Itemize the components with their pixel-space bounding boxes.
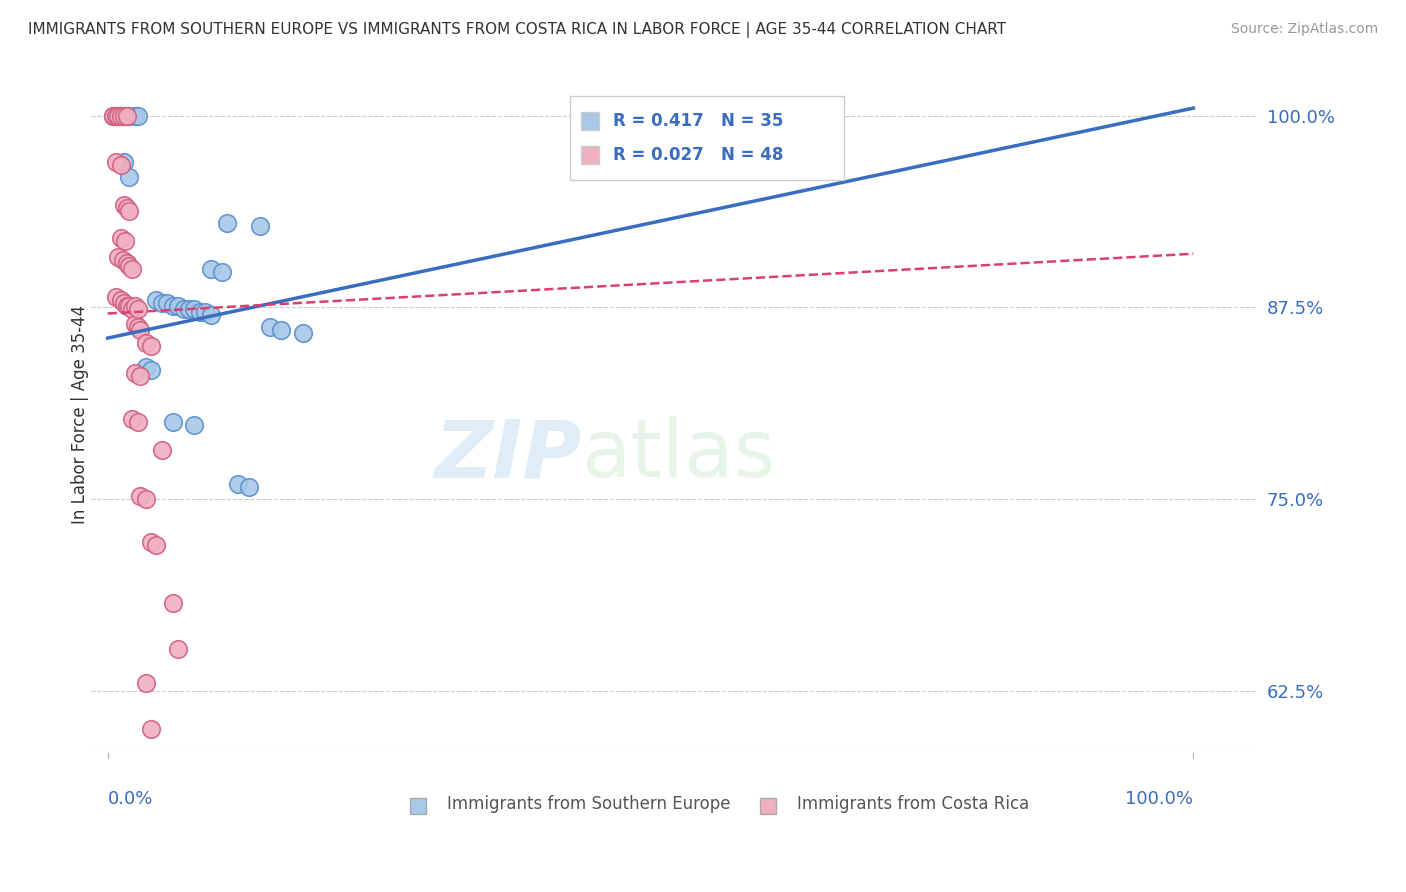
Point [124,299,146,313]
Point [127,416,149,430]
Point [139,363,162,377]
Point [145,538,167,552]
Point [249,219,271,234]
Point [200,262,222,277]
Point [112,109,135,123]
Point [118,259,141,273]
Point [115,299,138,313]
Point [112,295,135,310]
Point [238,480,260,494]
Point [121,262,143,277]
Point [124,318,146,332]
Point [115,201,138,215]
Text: R = 0.417   N = 35: R = 0.417 N = 35 [613,112,783,130]
Point [101,109,124,123]
Point [115,109,138,123]
Point [110,109,132,123]
Point [127,320,149,334]
Point [145,293,167,307]
Point [112,197,135,211]
Point [110,109,132,123]
Point [118,170,141,185]
Point [177,301,200,316]
Point [112,109,135,123]
Point [135,335,157,350]
Point [124,367,146,381]
Point [194,305,217,319]
Text: Source: ZipAtlas.com: Source: ZipAtlas.com [1230,22,1378,37]
Text: 0.0%: 0.0% [108,790,153,808]
Point [115,109,138,123]
Point [183,418,205,433]
Point [167,299,190,313]
Point [105,154,128,169]
Point [114,235,136,249]
Point [118,299,141,313]
FancyBboxPatch shape [569,95,844,180]
Point [270,323,292,337]
Point [162,596,184,610]
Point [173,301,195,316]
Point [135,360,157,375]
Text: ZIP: ZIP [434,417,582,494]
Point [110,293,132,307]
Point [139,339,162,353]
Point [135,491,157,506]
Point [105,109,128,123]
Point [188,305,211,319]
Text: IMMIGRANTS FROM SOUTHERN EUROPE VS IMMIGRANTS FROM COSTA RICA IN LABOR FORCE | A: IMMIGRANTS FROM SOUTHERN EUROPE VS IMMIG… [28,22,1007,38]
Text: 100.0%: 100.0% [1125,790,1194,808]
Y-axis label: In Labor Force | Age 35-44: In Labor Force | Age 35-44 [72,305,89,524]
Point [162,299,184,313]
Point [215,216,238,230]
Text: R = 0.027   N = 48: R = 0.027 N = 48 [613,146,783,164]
Point [107,109,129,123]
Point [129,323,152,337]
Point [127,109,149,123]
Point [111,252,134,267]
Point [226,476,249,491]
Point [162,416,184,430]
Point [129,489,152,503]
Point [292,326,315,341]
Point [139,535,162,549]
Text: Immigrants from Southern Europe: Immigrants from Southern Europe [447,795,731,813]
Point [118,109,141,123]
Point [107,250,129,264]
Point [139,722,162,736]
Point [101,109,124,123]
Point [112,154,135,169]
Point [183,301,205,316]
Point [200,308,222,322]
Text: atlas: atlas [582,417,776,494]
Point [121,412,143,426]
Point [129,369,152,384]
Point [150,442,173,457]
Point [124,109,146,123]
Point [115,256,138,270]
Point [156,295,179,310]
Point [118,203,141,218]
Point [110,158,132,172]
Point [150,295,173,310]
Point [107,109,129,123]
Point [135,676,157,690]
Point [127,301,149,316]
Point [211,265,233,279]
Point [259,320,281,334]
Point [110,231,132,245]
Point [105,290,128,304]
Point [121,301,143,316]
Point [105,109,128,123]
Point [167,642,190,657]
Text: Immigrants from Costa Rica: Immigrants from Costa Rica [797,795,1029,813]
